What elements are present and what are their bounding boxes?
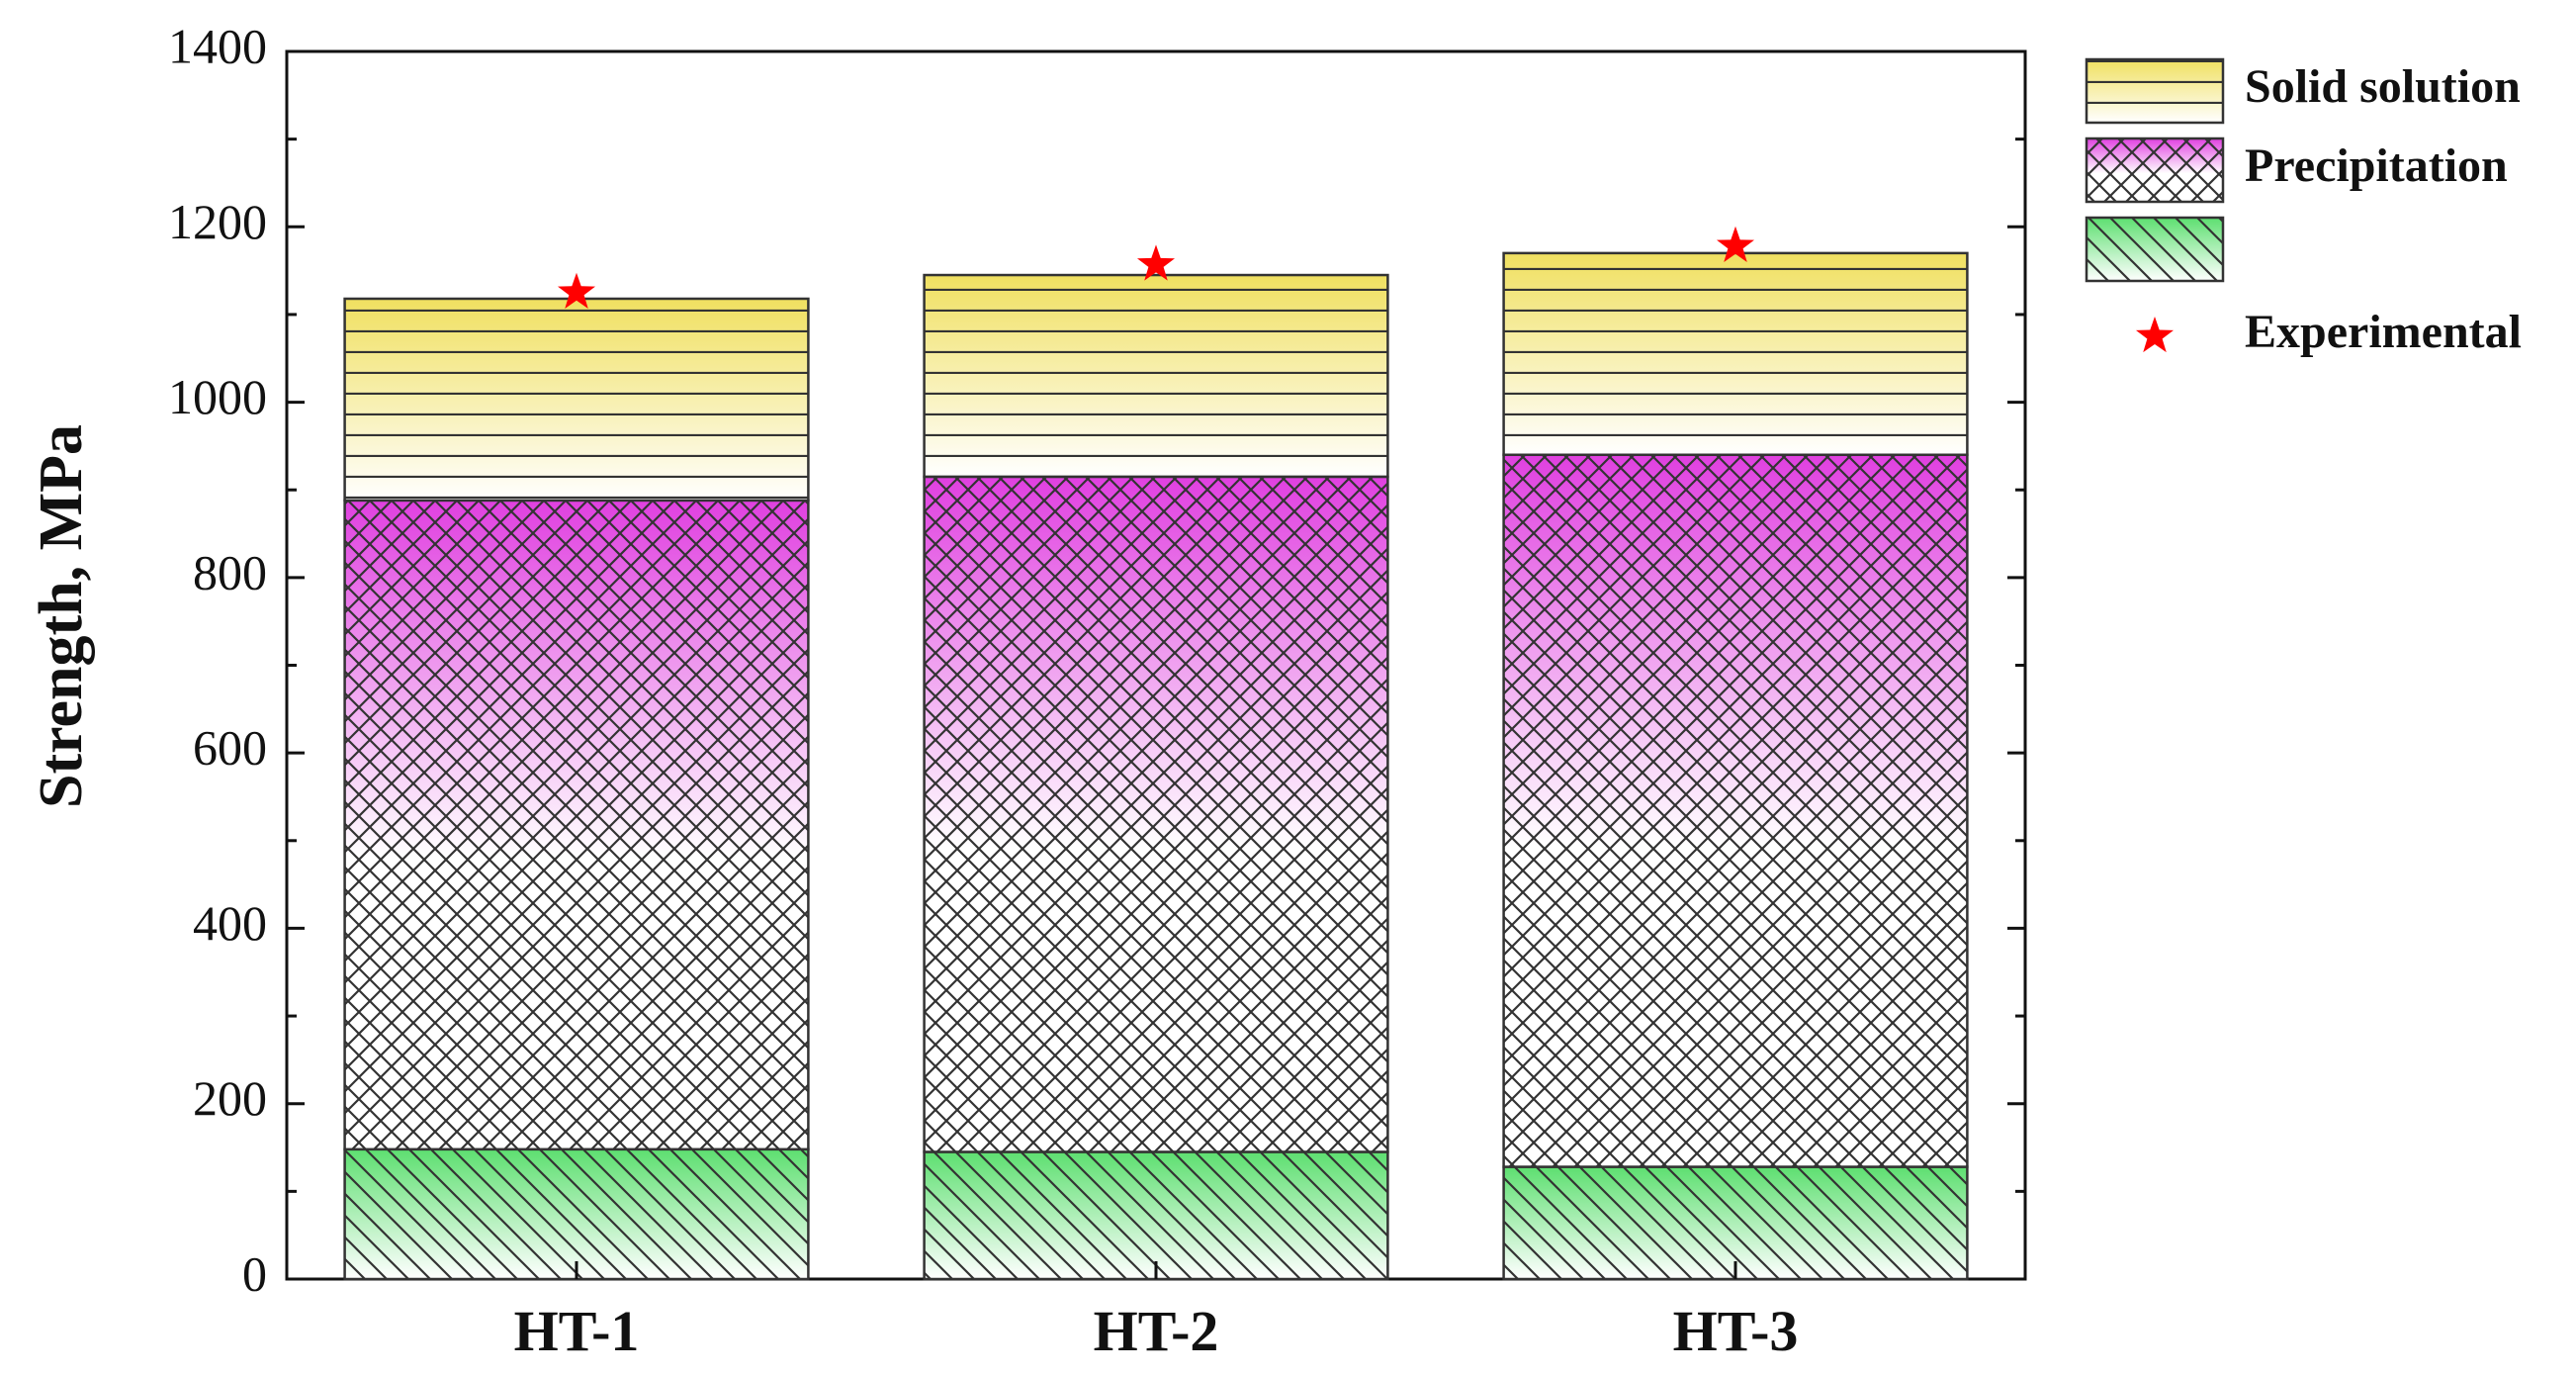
- bar-segment-precipitation: [343, 499, 810, 1151]
- legend-swatch-outline: [2085, 216, 2225, 283]
- bar-segment-series-0: [1502, 1165, 1969, 1281]
- y-tick-label: 600: [193, 720, 267, 776]
- x-axis: HT-1 HT-2 HT-3: [514, 1261, 1799, 1363]
- bar-segment-solid-solution: [923, 273, 1389, 479]
- x-tick-label: HT-1: [514, 1299, 640, 1363]
- experimental-star: [1136, 244, 1176, 281]
- legend-swatch-outline: [2085, 137, 2225, 204]
- legend-label: Precipitation: [2245, 139, 2508, 192]
- bar-segment-series-0: [923, 1150, 1389, 1281]
- legend-swatch-hatch: [2087, 59, 2223, 123]
- y-tick-label: 0: [242, 1245, 267, 1301]
- y-axis-title: Strength, MPa: [28, 424, 95, 808]
- bar-hatch: [1503, 454, 1968, 1167]
- bar-segment-precipitation: [923, 475, 1389, 1153]
- bar-segment-precipitation: [1502, 453, 1969, 1168]
- y-tick-label: 1200: [168, 194, 267, 249]
- legend-star-icon: [2135, 317, 2175, 353]
- bar-hatch: [924, 1151, 1388, 1279]
- legend-label: Experimental: [2245, 306, 2522, 358]
- legend-swatch-hatch: [2087, 218, 2223, 281]
- y-tick-label: 200: [193, 1070, 267, 1126]
- bar-hatch: [344, 500, 809, 1149]
- y-tick-label: 800: [193, 544, 267, 599]
- bar-hatch: [1503, 252, 1968, 455]
- bar-outline: [923, 273, 1389, 479]
- bar-segment-solid-solution: [1502, 251, 1969, 457]
- x-tick-label: HT-2: [1094, 1299, 1219, 1363]
- bar-hatch: [1503, 1166, 1968, 1279]
- bar-segment-solid-solution: [343, 297, 810, 503]
- bars: [343, 251, 1969, 1281]
- bar-hatch: [344, 1148, 809, 1279]
- legend-label: Solid solution: [2245, 60, 2521, 113]
- experimental-markers: [557, 226, 1755, 309]
- legend-swatch-hatch: [2087, 138, 2223, 202]
- y-axis: 0 200 400 600 800 1000 1200 1400: [168, 18, 2025, 1301]
- legend-item-experimental: Experimental: [2135, 306, 2522, 358]
- y-tick-label: 400: [193, 895, 267, 951]
- bar-hatch: [924, 476, 1388, 1152]
- y-tick-label: 1400: [168, 18, 267, 73]
- bar-hatch: [924, 275, 1388, 477]
- legend: Solid solution Precipitation Experimental: [2085, 57, 2522, 358]
- legend-swatch-outline: [2085, 57, 2225, 125]
- experimental-star: [557, 272, 596, 309]
- legend-item: Solid solution: [2085, 57, 2521, 125]
- legend-item: Precipitation: [2085, 137, 2508, 204]
- x-tick-label: HT-3: [1673, 1299, 1799, 1363]
- bar-segment-series-0: [343, 1147, 810, 1281]
- legend-item: [2085, 216, 2225, 283]
- bar-hatch: [344, 298, 809, 501]
- experimental-star: [1716, 226, 1755, 262]
- y-tick-label: 1000: [168, 369, 267, 424]
